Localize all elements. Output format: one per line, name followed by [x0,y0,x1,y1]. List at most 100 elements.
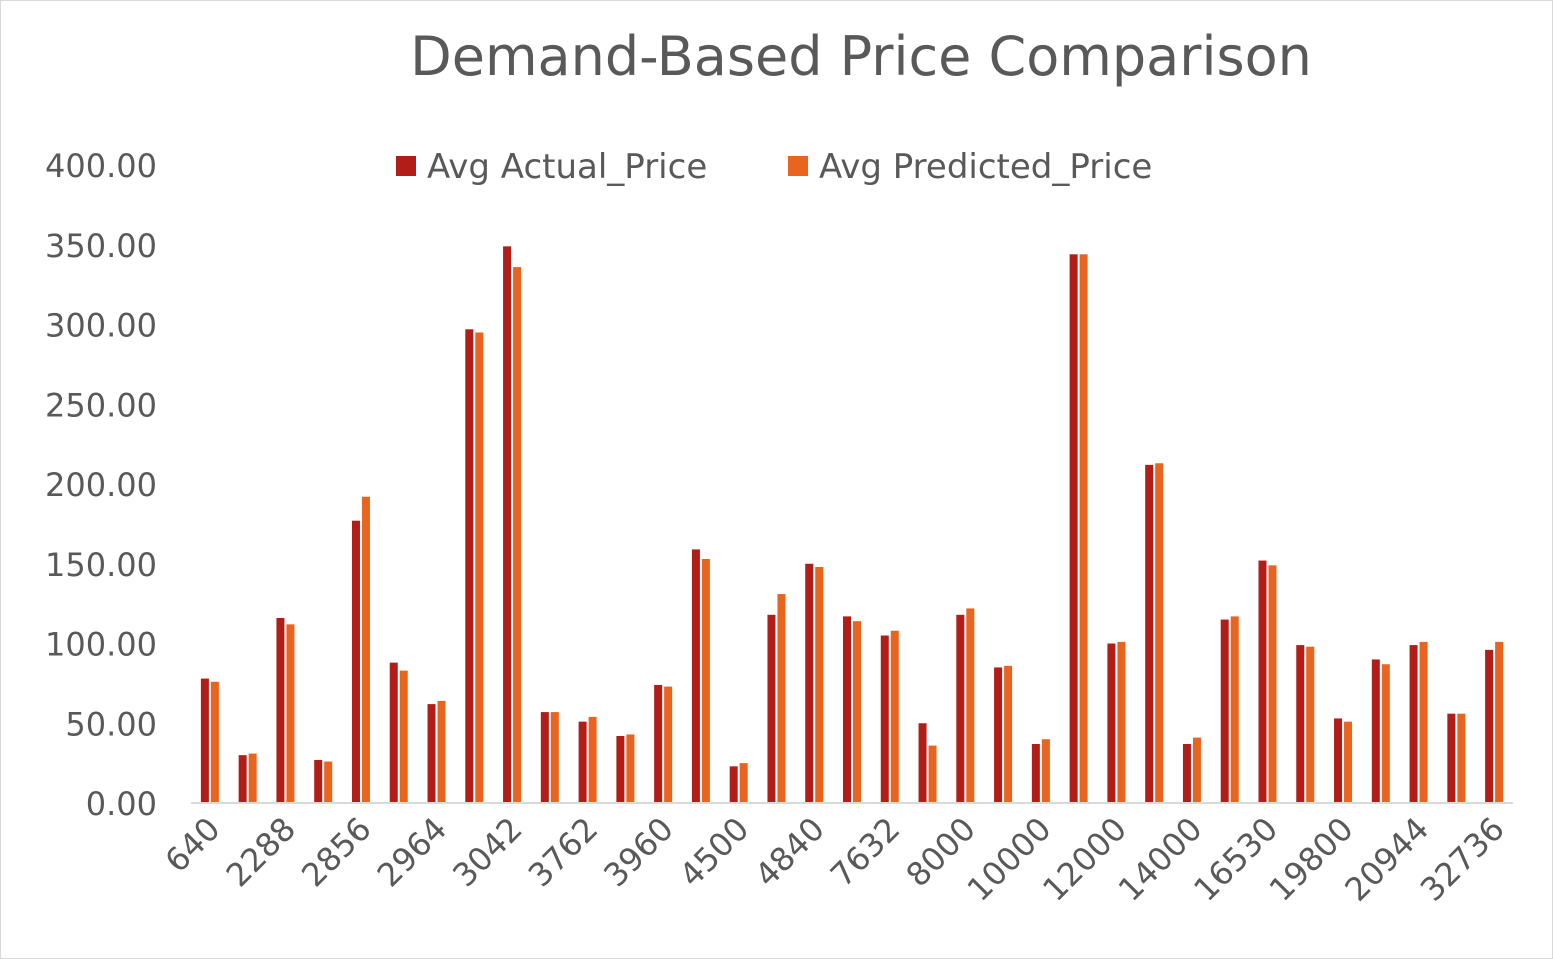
x-tick-label: 19800 [1262,810,1361,909]
bar-predicted [1230,616,1239,803]
bar-actual [1258,560,1267,803]
bar-actual [729,766,738,803]
y-tick-label: 250.00 [45,386,157,424]
bar-predicted [1079,254,1088,803]
x-tick-label: 4840 [747,810,831,894]
bar-predicted [210,681,219,803]
x-tick-label: 2288 [219,810,303,894]
bar-actual [1371,659,1380,803]
bar-actual [1145,464,1154,803]
bar-actual [465,329,474,803]
bar-actual [918,723,927,803]
bar-predicted [361,496,370,803]
bar-actual [389,662,398,803]
bar-predicted [890,630,899,803]
legend: Avg Actual_Price Avg Predicted_Price [396,147,1152,187]
x-tick-label: 4500 [672,810,756,894]
bar-predicted [853,621,861,803]
x-tick-label: 7632 [823,810,907,894]
bar-actual [314,759,323,803]
bar-predicted [550,712,559,803]
bar-predicted [286,624,295,803]
bar-predicted [1268,565,1277,803]
bar-actual [1031,743,1040,803]
bar-actual [956,614,965,803]
x-tick-label: 14000 [1111,810,1210,909]
bar-actual [427,704,436,803]
y-tick-label: 300.00 [45,307,157,345]
bar-actual [767,614,776,803]
bar-actual [503,246,512,804]
bar-predicted [928,745,937,803]
bar-predicted [1457,713,1466,803]
x-tick-label: 32736 [1413,810,1512,909]
legend-label-predicted: Avg Predicted_Price [819,147,1152,187]
bar-actual [351,520,360,803]
bar-predicted [1004,665,1013,803]
x-tick-label: 3762 [521,810,605,894]
bar-predicted [513,267,522,804]
x-tick-label: 10000 [960,810,1059,909]
y-tick-label: 200.00 [45,466,157,504]
bar-actual [540,712,549,803]
bar-actual [1296,645,1305,803]
bar-predicted [1419,641,1428,803]
x-tick-label: 16530 [1186,810,1285,909]
bar-actual [654,684,663,803]
bar-predicted [1041,739,1050,803]
bar-predicted [664,686,673,803]
bar-actual [994,667,1003,803]
bar-predicted [1381,664,1390,803]
legend-swatch-actual [396,156,416,176]
bar-actual [691,549,700,803]
x-tick-label: 3042 [445,810,529,894]
bar-predicted [1495,641,1504,803]
bar-actual [880,635,889,803]
bar-predicted [1306,646,1315,803]
bar-predicted [437,700,446,803]
y-tick-label: 400.00 [45,147,157,185]
bar-actual [1220,619,1229,803]
x-tick-label: 2856 [294,810,378,894]
bar-actual [1447,713,1456,803]
x-axis: 6402288285629643042376239604500484076328… [157,810,1511,909]
bar-predicted [248,753,257,803]
bar-actual [805,563,814,803]
bar-actual [1182,743,1191,803]
chart-title: Demand-Based Price Comparison [410,25,1312,88]
bar-predicted [324,761,333,803]
bar-actual [1069,254,1078,803]
y-tick-label: 0.00 [86,785,157,823]
x-tick-label: 3960 [596,810,680,894]
bar-actual [1334,718,1343,803]
x-tick-label: 640 [157,810,227,880]
bars [200,246,1504,804]
bar-predicted [588,716,597,803]
x-tick-label: 2964 [370,810,454,894]
x-tick-label: 12000 [1035,810,1134,909]
y-tick-label: 100.00 [45,626,157,664]
bar-actual [616,736,625,803]
bar-predicted [1344,721,1353,803]
bar-predicted [777,594,786,803]
y-tick-label: 150.00 [45,546,157,584]
bar-actual [1409,645,1418,803]
bar-predicted [815,566,824,803]
bar-predicted [739,763,748,803]
bar-actual [843,616,851,803]
legend-swatch-predicted [788,156,808,176]
bar-predicted [966,608,975,803]
bar-predicted [1192,737,1201,803]
bar-predicted [475,332,484,803]
bar-predicted [1155,463,1164,803]
bar-predicted [701,558,710,803]
bar-predicted [399,670,408,803]
bar-predicted [1117,641,1126,803]
bar-actual [1485,649,1494,803]
bar-actual [276,617,285,803]
bar-actual [1107,643,1116,803]
y-tick-label: 50.00 [65,705,157,743]
legend-label-actual: Avg Actual_Price [427,147,707,187]
